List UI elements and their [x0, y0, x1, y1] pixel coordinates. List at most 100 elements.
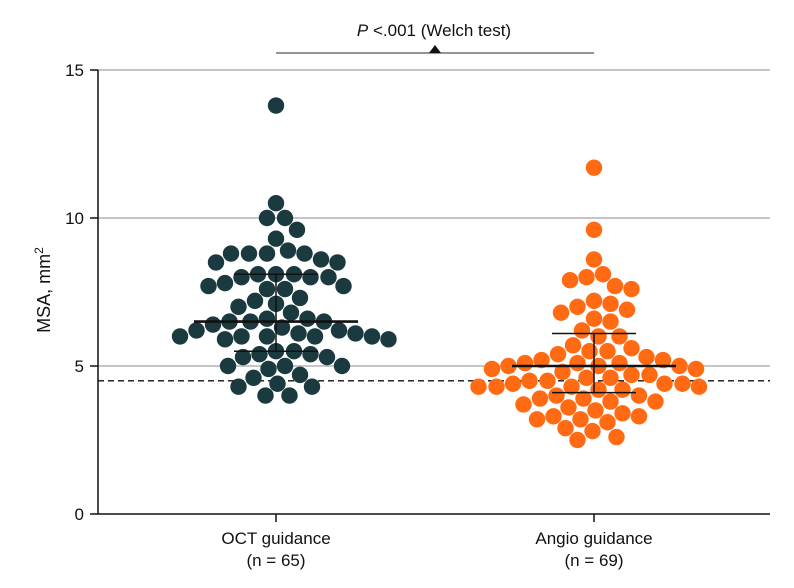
- data-points: [171, 97, 708, 449]
- data-point-angio-7: [623, 280, 640, 298]
- data-point-oct-7: [258, 245, 276, 262]
- data-point-oct-2: [276, 209, 294, 227]
- data-point-oct-51: [302, 345, 319, 363]
- data-point-angio-64: [599, 414, 616, 431]
- data-point-oct-63: [257, 387, 274, 404]
- data-point-angio-9: [602, 295, 619, 313]
- data-point-oct-29: [282, 304, 300, 321]
- data-point-oct-18: [233, 269, 250, 286]
- data-point-oct-55: [219, 357, 237, 375]
- data-point-angio-32: [687, 360, 705, 378]
- data-point-angio-47: [470, 378, 487, 395]
- data-point-oct-10: [222, 245, 240, 262]
- data-point-oct-43: [306, 328, 324, 345]
- data-point-oct-56: [333, 357, 351, 375]
- data-point-oct-1: [267, 195, 285, 212]
- data-point-oct-38: [188, 322, 205, 339]
- data-point-angio-42: [504, 375, 522, 392]
- p-label: P: [357, 21, 369, 40]
- data-point-oct-4: [288, 221, 306, 239]
- data-point-angio-6: [606, 277, 624, 295]
- data-point-oct-61: [303, 378, 321, 395]
- data-point-oct-52: [234, 348, 252, 366]
- y-axis-title-superscript: 2: [32, 247, 46, 254]
- data-point-oct-23: [276, 280, 294, 298]
- data-point-oct-26: [246, 292, 264, 310]
- data-point-angio-0: [585, 159, 603, 176]
- data-point-angio-25: [654, 351, 672, 369]
- data-point-angio-53: [531, 390, 549, 407]
- labels: MSA, mm2 P <.001 (Welch test) OCT guidan…: [32, 21, 653, 570]
- data-point-oct-57: [260, 360, 277, 378]
- data-point-angio-19: [623, 340, 640, 357]
- data-point-angio-2: [585, 251, 603, 268]
- data-point-oct-8: [240, 245, 258, 262]
- data-point-angio-39: [539, 372, 556, 389]
- y-tick-label-10: 10: [65, 209, 84, 228]
- data-point-angio-62: [572, 411, 589, 428]
- data-point-angio-34: [554, 363, 571, 381]
- data-point-angio-38: [602, 369, 619, 387]
- data-point-oct-6: [279, 242, 297, 259]
- data-point-angio-18: [564, 337, 582, 354]
- category-n-oct: (n = 65): [246, 551, 305, 570]
- category-label-oct: OCT guidance: [221, 529, 330, 548]
- data-point-oct-9: [296, 245, 313, 262]
- data-point-angio-4: [578, 269, 595, 286]
- data-point-oct-39: [290, 325, 307, 342]
- data-point-angio-68: [569, 431, 586, 449]
- data-point-oct-40: [347, 325, 364, 342]
- data-point-oct-3: [258, 209, 276, 227]
- data-point-oct-59: [245, 369, 262, 387]
- data-point-oct-12: [207, 254, 225, 271]
- data-point-oct-19: [320, 269, 337, 286]
- data-point-angio-48: [590, 381, 607, 398]
- data-point-angio-15: [573, 322, 591, 339]
- category-n-angio: (n = 69): [564, 551, 623, 570]
- data-point-angio-56: [515, 396, 532, 413]
- data-point-angio-41: [656, 375, 673, 392]
- data-point-angio-55: [647, 393, 664, 410]
- data-point-oct-35: [204, 316, 222, 333]
- data-point-angio-51: [630, 387, 648, 404]
- axes: 0 5 10 15: [65, 45, 770, 524]
- data-point-angio-58: [587, 402, 604, 419]
- data-point-oct-25: [291, 289, 309, 307]
- data-point-oct-17: [302, 269, 319, 286]
- data-point-oct-44: [363, 328, 381, 345]
- data-point-angio-43: [674, 375, 691, 392]
- data-point-oct-36: [273, 319, 291, 336]
- data-point-oct-31: [299, 310, 316, 327]
- data-point-oct-58: [291, 366, 309, 384]
- y-axis-title-base: MSA, mm: [34, 254, 54, 333]
- data-point-oct-62: [230, 378, 247, 395]
- data-point-oct-45: [171, 328, 189, 345]
- data-point-oct-22: [200, 277, 217, 295]
- data-point-angio-45: [488, 378, 505, 395]
- data-point-oct-11: [312, 251, 330, 268]
- data-point-angio-60: [545, 408, 562, 425]
- data-point-angio-3: [594, 266, 612, 283]
- data-point-angio-40: [521, 372, 538, 389]
- data-point-oct-21: [335, 277, 352, 295]
- y-axis-title: MSA, mm2: [32, 247, 54, 333]
- p-value-text: <.001 (Welch test): [368, 21, 511, 40]
- data-point-angio-67: [608, 428, 625, 446]
- category-label-angio: Angio guidance: [535, 529, 652, 548]
- data-point-angio-20: [581, 343, 598, 360]
- y-tick-label-15: 15: [65, 61, 84, 80]
- data-point-oct-5: [267, 230, 285, 247]
- significance-annotation: P <.001 (Welch test): [357, 21, 511, 40]
- data-point-oct-28: [230, 298, 247, 315]
- data-point-angio-44: [563, 378, 580, 395]
- data-point-angio-57: [560, 399, 577, 416]
- y-tick-label-0: 0: [75, 505, 84, 524]
- significance-marker: [429, 45, 441, 53]
- data-point-oct-24: [258, 280, 276, 298]
- data-point-angio-12: [552, 304, 570, 321]
- data-point-angio-50: [548, 387, 565, 404]
- data-point-oct-13: [329, 254, 346, 271]
- data-point-angio-26: [569, 354, 586, 372]
- data-point-angio-35: [623, 366, 640, 384]
